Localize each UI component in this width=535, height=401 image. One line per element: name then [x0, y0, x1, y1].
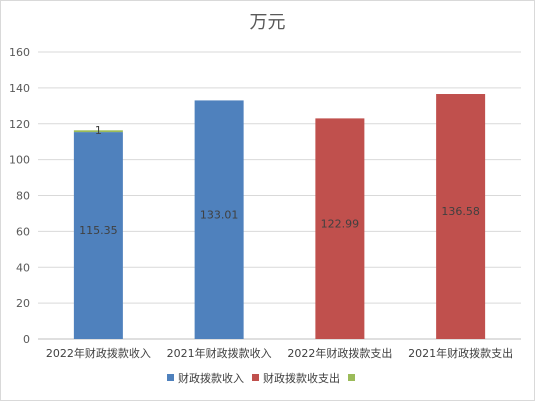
legend-label: 财政拨款收入 — [178, 371, 244, 385]
y-tick-label: 20 — [16, 297, 30, 310]
y-tick-label: 120 — [9, 118, 30, 131]
y-tick-label: 140 — [9, 82, 30, 95]
x-tick-label: 2021年财政拨款收入 — [167, 346, 272, 360]
y-tick-label: 40 — [16, 261, 30, 274]
y-tick-label: 100 — [9, 154, 30, 167]
y-tick-label: 0 — [23, 333, 30, 346]
y-axis: 0 20 40 60 80 100 120 140 160 — [9, 46, 30, 346]
bar — [436, 94, 486, 339]
legend: 财政拨款收入 财政拨款收支出 — [167, 371, 355, 385]
bar — [194, 100, 244, 339]
x-tick-label: 2021年财政拨款支出 — [408, 346, 513, 360]
data-label: 133.01 — [200, 208, 239, 221]
data-label: 136.58 — [441, 205, 480, 218]
legend-swatch — [252, 374, 259, 381]
legend-label: 财政拨款收支出 — [263, 371, 340, 385]
legend-swatch — [167, 374, 174, 381]
x-axis: 2022年财政拨款收入 2021年财政拨款收入 2022年财政拨款支出 2021年财政… — [46, 346, 513, 360]
data-label: 115.35 — [79, 224, 118, 237]
legend-swatch — [348, 374, 355, 381]
y-tick-label: 160 — [9, 46, 30, 59]
data-label: 122.99 — [321, 217, 360, 230]
y-tick-label: 80 — [16, 190, 30, 203]
data-labels: 115.35 133.01 122.99 136.58 1 — [79, 124, 480, 237]
y-tick-label: 60 — [16, 225, 30, 238]
bar — [73, 132, 123, 339]
bar — [315, 118, 365, 339]
x-tick-label: 2022年财政拨款收入 — [46, 346, 151, 360]
bar — [73, 130, 123, 133]
data-label: 1 — [95, 124, 102, 137]
chart-title: 万元 — [249, 12, 286, 33]
x-tick-label: 2022年财政拨款支出 — [287, 346, 392, 360]
bars — [73, 94, 486, 339]
